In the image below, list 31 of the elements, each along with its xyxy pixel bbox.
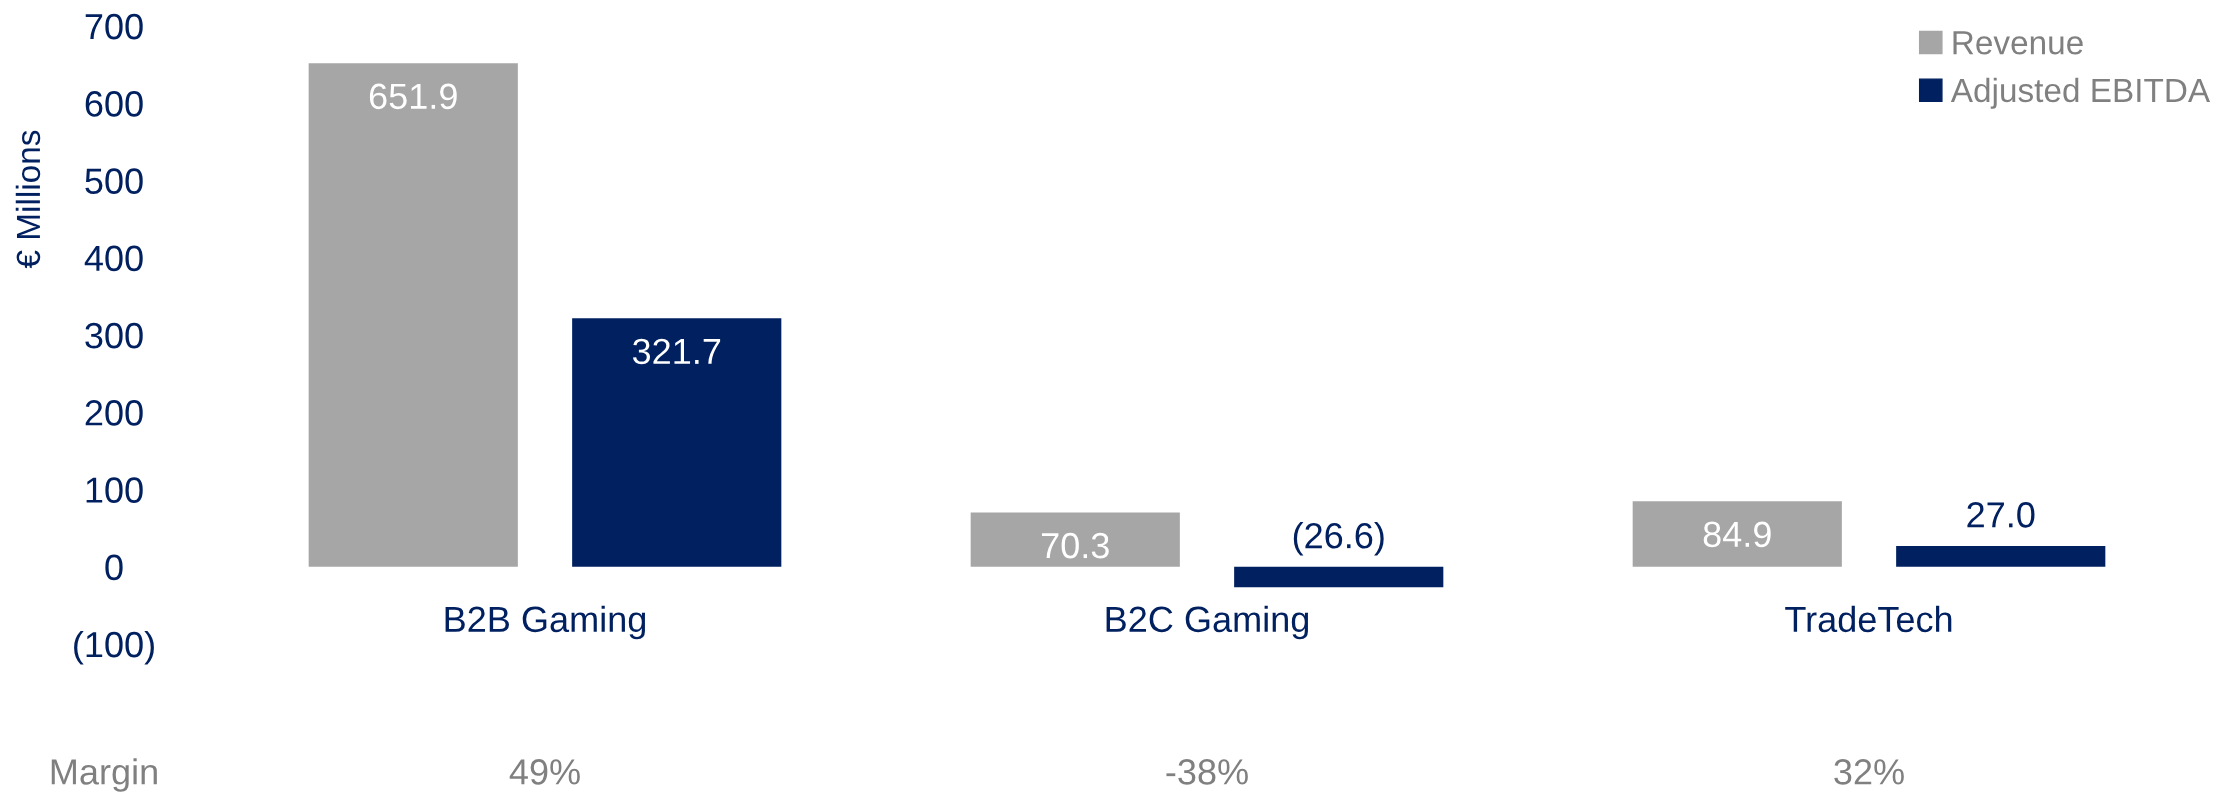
bar [1896, 545, 2106, 567]
y-tick-label: 500 [85, 168, 143, 194]
y-axis-title: € Millions [15, 130, 41, 269]
x-tick-label: B2C Gaming [1106, 605, 1309, 640]
text: 32% [1834, 759, 1904, 785]
y-tick-label: 600 [85, 91, 143, 117]
data-label: 27.0 [1967, 502, 2035, 528]
x-tick-label: TradeTech [1785, 605, 1952, 633]
bar [970, 512, 1180, 567]
y-tick-label: 700 [85, 13, 143, 40]
y-tick-label: 300 [85, 322, 143, 349]
y-tick-label: 400 [84, 245, 143, 272]
text: -38% [1166, 759, 1248, 785]
legend-label: Adjusted EBITDA [1950, 77, 2211, 109]
y-tick-label: 200 [85, 400, 143, 426]
bar [572, 318, 782, 567]
bar [1632, 501, 1842, 567]
bar [308, 63, 518, 567]
y-tick-label: (100) [74, 630, 154, 665]
data-label: (26.6) [1293, 521, 1384, 556]
x-tick-label: B2B Gaming [445, 605, 646, 640]
data-label: 70.3 [1041, 532, 1109, 559]
text: Margin [51, 758, 157, 792]
y-tick-label: 0 [105, 554, 123, 581]
data-label: 321.7 [632, 338, 721, 365]
text: 49% [509, 759, 580, 785]
y-tick-label: 100 [86, 477, 143, 503]
data-label: 651.9 [369, 83, 457, 110]
legend-label: Revenue [1953, 31, 2083, 55]
bar [1234, 566, 1444, 588]
data-label: 84.9 [1703, 521, 1771, 548]
